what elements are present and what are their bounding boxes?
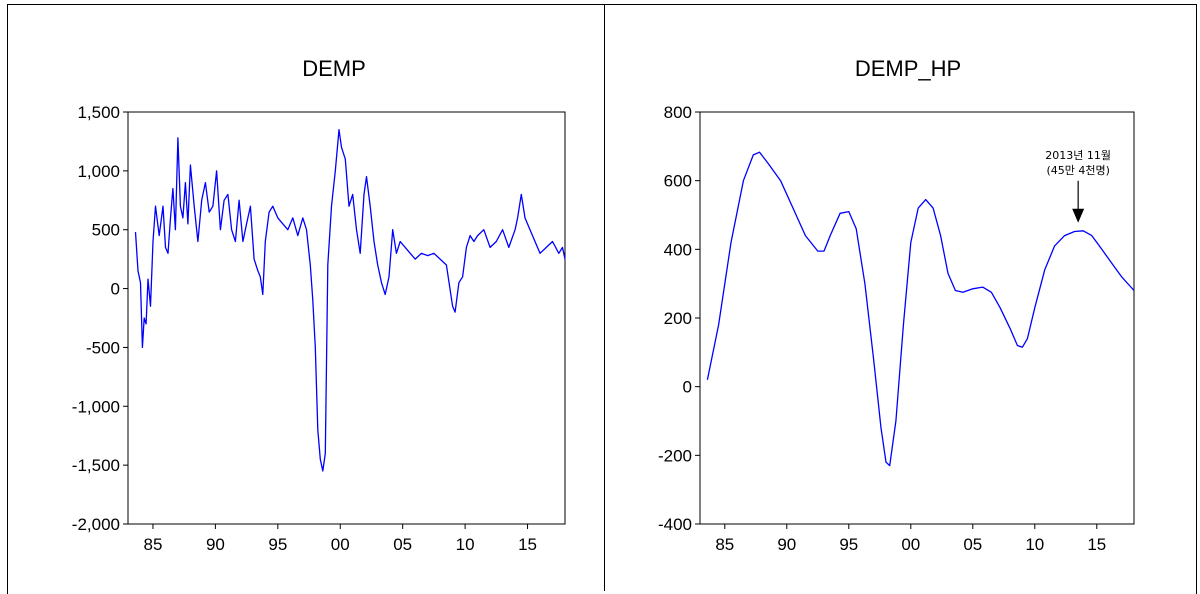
x-tick-label: 10 xyxy=(1025,535,1044,554)
x-tick-label: 15 xyxy=(518,535,537,554)
series-line xyxy=(706,151,1135,467)
annotation-arrow-head xyxy=(1072,208,1085,223)
chart-demp-hp: DEMP_HP -400 -200 0 200 400 600 800 85 90 95 00 05 1… xyxy=(658,56,1135,554)
x-tick-label: 15 xyxy=(1087,535,1106,554)
panel-divider xyxy=(604,4,605,591)
x-tick-label: 05 xyxy=(393,535,412,554)
chart-title: DEMP xyxy=(302,56,366,81)
series-line xyxy=(134,129,566,472)
y-tick-label: -500 xyxy=(86,338,120,357)
chart-title: DEMP_HP xyxy=(855,56,961,81)
y-tick-label: -200 xyxy=(658,446,692,465)
x-tick-label: 00 xyxy=(901,535,920,554)
x-tick-label: 90 xyxy=(206,535,225,554)
y-tick-label: 1,500 xyxy=(77,103,120,122)
x-tick-label: 05 xyxy=(963,535,982,554)
x-tick-label: 85 xyxy=(715,535,734,554)
x-tick-label: 90 xyxy=(777,535,796,554)
x-tick-label: 00 xyxy=(331,535,350,554)
y-tick-label: 0 xyxy=(111,280,120,299)
x-tick-label: 95 xyxy=(839,535,858,554)
y-tick-label: 400 xyxy=(664,240,692,259)
annotation-label: (45만 4천명) xyxy=(1046,163,1109,177)
y-tick-label: 500 xyxy=(92,221,120,240)
y-tick-label: -1,000 xyxy=(72,397,120,416)
x-tick-label: 85 xyxy=(144,535,163,554)
outer-frame xyxy=(7,4,1197,594)
chart-demp: DEMP -2,000-1,500-1,000-50005001,0001,50… xyxy=(72,56,566,554)
y-tick-label: -400 xyxy=(658,515,692,534)
y-tick-label: 1,000 xyxy=(77,162,120,181)
x-tick-label: 95 xyxy=(268,535,287,554)
y-tick-label: 800 xyxy=(664,103,692,122)
y-tick-label: -2,000 xyxy=(72,515,120,534)
y-tick-label: 200 xyxy=(664,309,692,328)
y-tick-label: 600 xyxy=(664,172,692,191)
y-tick-label: -1,500 xyxy=(72,456,120,475)
x-tick-label: 10 xyxy=(456,535,475,554)
y-tick-label: 0 xyxy=(683,378,692,397)
plot-area xyxy=(127,111,566,525)
annotation-label: 2013년 11월 xyxy=(1045,149,1111,162)
